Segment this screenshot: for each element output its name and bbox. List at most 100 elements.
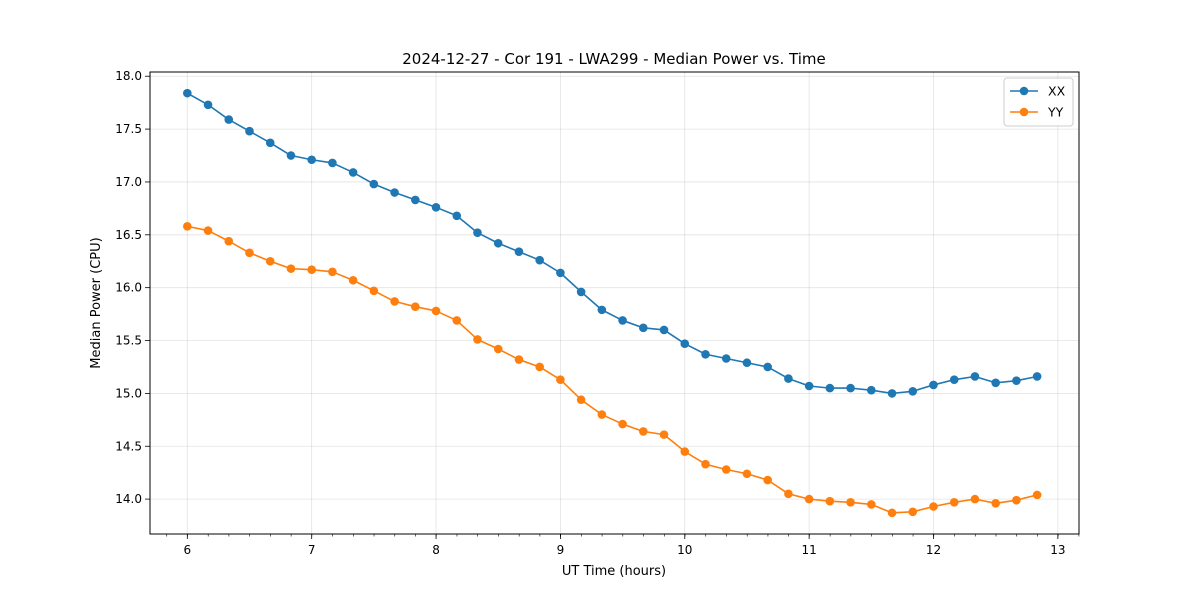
data-point-xx: [1032, 372, 1042, 381]
data-point-yy: [659, 430, 669, 439]
data-point-xx: [514, 247, 524, 257]
x-tick-label: 11: [801, 543, 816, 557]
data-point-xx: [473, 228, 482, 237]
y-tick-label: 14.0: [115, 492, 142, 506]
data-point-yy: [390, 297, 399, 306]
x-tick-label: 9: [557, 543, 565, 557]
data-point-xx: [265, 138, 275, 148]
data-point-xx: [680, 339, 690, 349]
data-point-yy: [867, 500, 876, 509]
data-point-xx: [639, 323, 648, 333]
data-point-yy: [431, 306, 441, 316]
data-point-xx: [411, 195, 420, 205]
y-tick-label: 15.5: [115, 334, 142, 348]
data-point-xx: [369, 179, 379, 189]
data-point-xx: [535, 255, 544, 265]
data-point-yy: [535, 362, 544, 372]
x-tick-label: 13: [1050, 543, 1065, 557]
data-point-xx: [867, 385, 876, 395]
data-point-xx: [991, 378, 1000, 388]
data-point-yy: [203, 226, 213, 235]
data-point-xx: [328, 158, 337, 168]
chart-title: 2024-12-27 - Cor 191 - LWA299 - Median P…: [402, 50, 826, 68]
y-tick-label: 16.0: [115, 281, 142, 295]
data-point-xx: [701, 349, 710, 359]
data-point-yy: [804, 494, 814, 504]
data-point-yy: [784, 489, 793, 499]
series-layer: [183, 88, 1042, 518]
y-tick-label: 17.5: [115, 122, 142, 136]
x-tick-label: 6: [183, 543, 191, 557]
x-axis-label: UT Time (hours): [562, 564, 666, 579]
data-point-xx: [348, 168, 358, 177]
data-point-xx: [784, 374, 793, 383]
data-point-xx: [887, 389, 897, 398]
data-point-yy: [286, 264, 296, 273]
data-point-xx: [970, 372, 980, 381]
data-point-yy: [970, 494, 980, 504]
x-tick-label: 7: [308, 543, 316, 557]
data-point-xx: [742, 358, 752, 368]
y-tick-label: 14.5: [115, 439, 142, 453]
data-point-xx: [763, 362, 772, 372]
data-point-yy: [639, 427, 648, 436]
data-point-yy: [307, 265, 316, 274]
data-point-yy: [991, 499, 1000, 508]
y-axis-label: Median Power (CPU): [89, 237, 104, 368]
legend: XX YY: [1003, 77, 1074, 127]
grid-lines: [150, 72, 1079, 534]
data-point-yy: [721, 465, 731, 474]
data-point-xx: [949, 375, 959, 384]
x-tick-label: 8: [432, 543, 440, 557]
y-tick-label: 16.5: [115, 228, 142, 242]
legend-marker-yy: [1019, 107, 1029, 117]
legend-label-yy: YY: [1047, 105, 1064, 120]
data-point-xx: [846, 383, 855, 393]
data-point-xx: [1012, 376, 1021, 386]
data-point-xx: [721, 354, 731, 363]
data-point-yy: [328, 267, 337, 277]
data-point-yy: [887, 508, 897, 518]
data-point-xx: [597, 305, 607, 315]
data-point-yy: [949, 497, 959, 507]
data-point-yy: [556, 375, 565, 384]
y-tick-label: 15.0: [115, 386, 142, 400]
data-point-yy: [825, 496, 835, 506]
data-point-yy: [576, 395, 586, 405]
data-point-xx: [493, 238, 503, 248]
data-point-xx: [245, 126, 254, 136]
data-point-xx: [659, 325, 669, 335]
data-point-xx: [576, 287, 586, 297]
data-point-xx: [286, 151, 296, 160]
data-point-yy: [473, 335, 482, 344]
y-tick-label: 18.0: [115, 69, 142, 83]
plot-frame: [149, 71, 1080, 535]
data-point-xx: [431, 203, 441, 212]
data-point-yy: [846, 497, 855, 507]
x-tick-label: 12: [926, 543, 941, 557]
axis-ticks: 6 7 8 9 10 11 12 13 14.0 14.5 15.0 15.5 16.0 16.5 17.0…: [115, 69, 1080, 557]
data-point-yy: [224, 236, 234, 246]
data-point-yy: [452, 316, 462, 325]
data-point-yy: [493, 344, 503, 354]
data-point-xx: [556, 268, 565, 278]
data-point-xx: [452, 211, 462, 221]
data-point-yy: [908, 507, 918, 517]
data-point-yy: [763, 475, 772, 485]
data-point-yy: [597, 410, 607, 419]
data-point-yy: [245, 248, 254, 258]
data-point-yy: [618, 419, 627, 429]
x-tick-label: 10: [677, 543, 692, 557]
data-point-yy: [411, 302, 420, 312]
data-point-yy: [929, 502, 938, 511]
y-tick-label: 17.0: [115, 175, 142, 189]
data-point-xx: [203, 100, 213, 110]
data-point-xx: [804, 381, 814, 391]
legend-marker-xx: [1019, 86, 1029, 96]
data-point-xx: [390, 188, 399, 197]
data-point-xx: [618, 316, 627, 325]
data-point-xx: [825, 383, 835, 393]
data-point-yy: [1012, 495, 1021, 505]
legend-label-xx: XX: [1048, 84, 1066, 99]
